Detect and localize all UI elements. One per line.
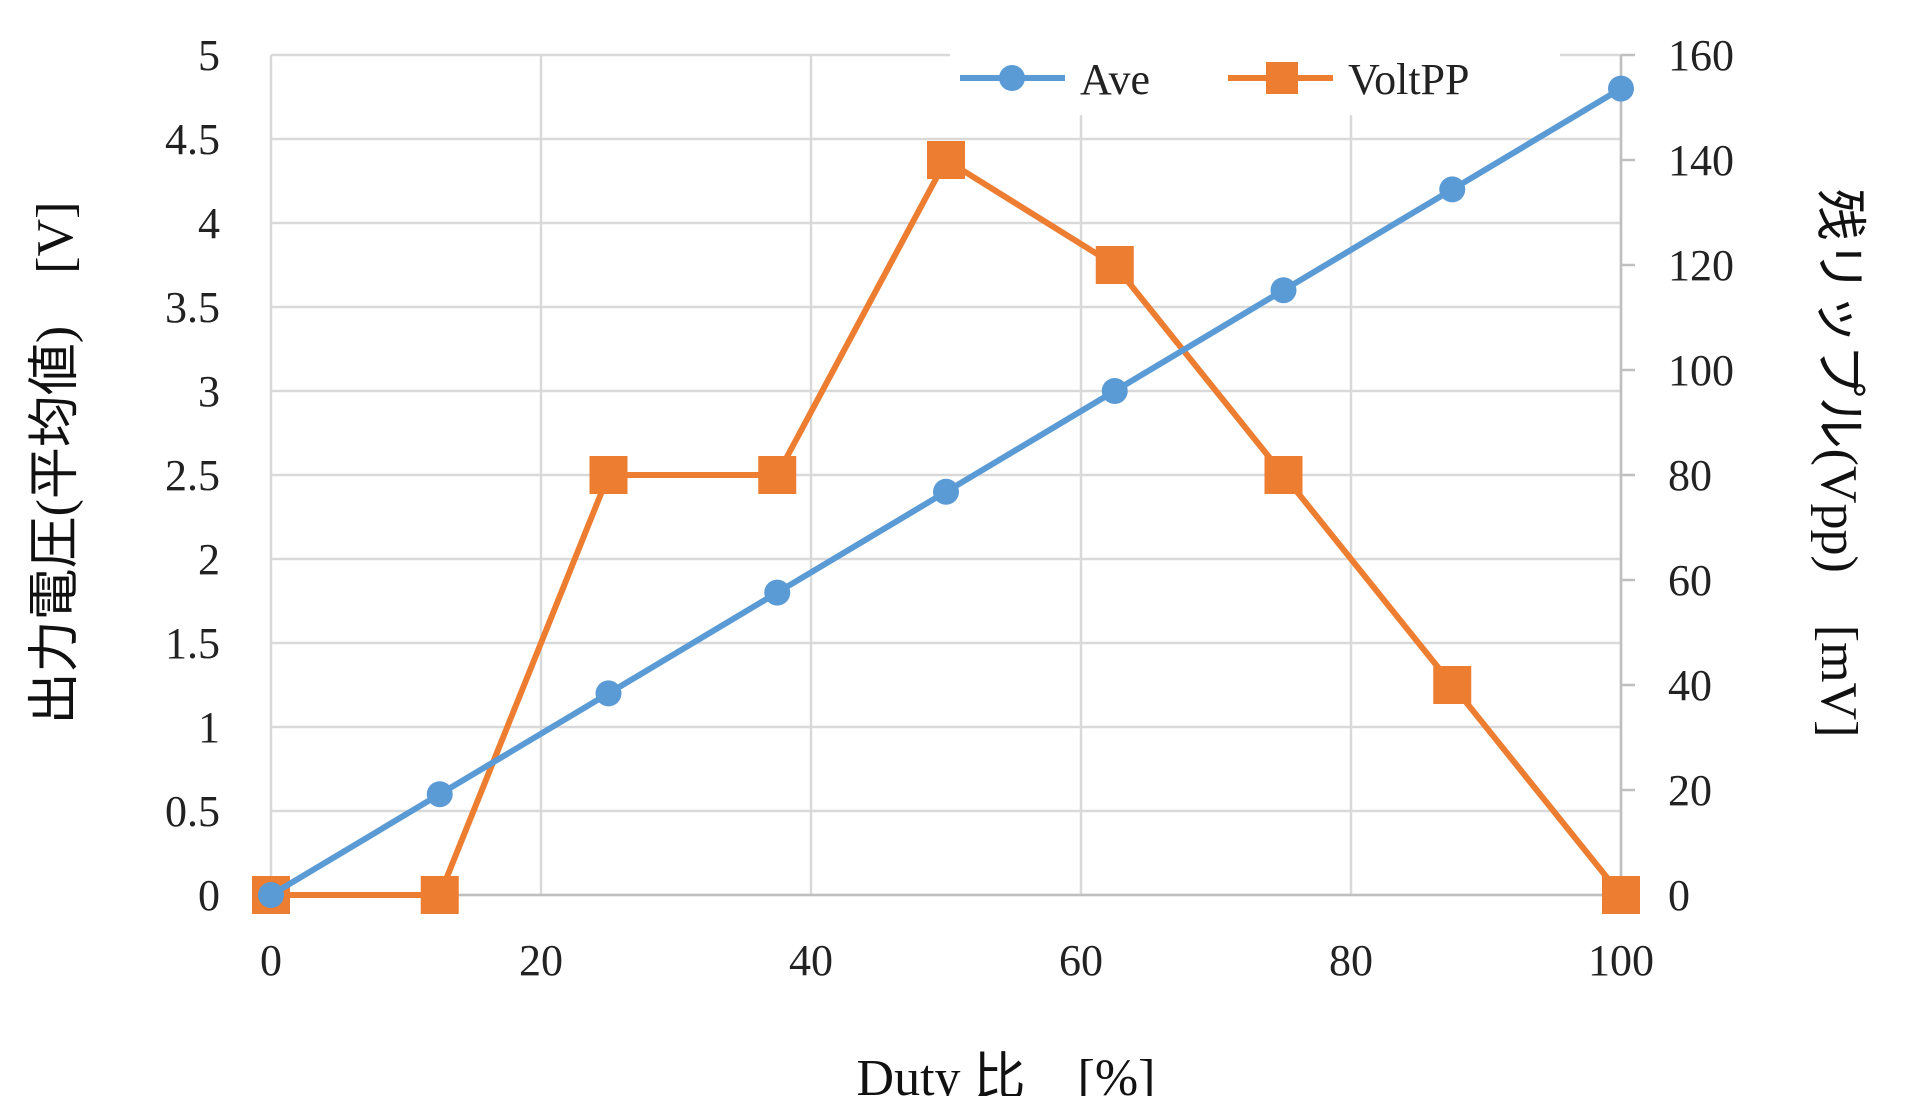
data-point bbox=[589, 456, 628, 494]
x-tick-label: 0 bbox=[260, 936, 282, 985]
legend-voltpp-marker bbox=[1266, 62, 1298, 94]
y-left-tick-label: 2 bbox=[198, 535, 220, 584]
data-point bbox=[927, 141, 965, 179]
y-right-tick-label: 120 bbox=[1668, 241, 1734, 290]
data-point bbox=[1608, 75, 1634, 102]
series-ave bbox=[258, 75, 1634, 908]
y-right-tick-label: 20 bbox=[1668, 766, 1712, 815]
y-right-tick-label: 60 bbox=[1668, 556, 1712, 605]
y-right-tick-label: 140 bbox=[1668, 136, 1734, 185]
tick-layer: 0 0.5 1 1.5 2 2.5 3 3.5 4 4.5 5 0 20 40 60 80 100 0 20 40 60… bbox=[165, 31, 1734, 985]
data-point bbox=[1101, 378, 1128, 404]
data-point bbox=[758, 456, 797, 494]
y-left-tick-label: 1 bbox=[198, 703, 220, 752]
x-tick-label: 20 bbox=[519, 936, 563, 985]
series-voltpp bbox=[252, 141, 1640, 914]
x-tick-label: 60 bbox=[1059, 936, 1103, 985]
grid bbox=[269, 53, 1623, 897]
x-axis-title: Duty 比 [%] bbox=[857, 1050, 1156, 1096]
y-left-tick-label: 0 bbox=[198, 871, 220, 920]
data-point bbox=[1602, 876, 1640, 914]
data-point bbox=[1270, 277, 1297, 304]
y-left-tick-label: 2.5 bbox=[165, 451, 220, 500]
y-left-tick-label: 4.5 bbox=[165, 115, 220, 164]
y-right-tick-label: 0 bbox=[1668, 871, 1690, 920]
series-layer bbox=[252, 75, 1640, 914]
data-point bbox=[1095, 246, 1134, 284]
legend-ave-marker bbox=[999, 65, 1025, 91]
y-right-tick-label: 100 bbox=[1668, 346, 1734, 395]
data-point bbox=[426, 781, 453, 808]
legend-ave-label: Ave bbox=[1080, 55, 1150, 104]
data-point bbox=[764, 579, 791, 606]
legend: Ave VoltPP bbox=[950, 40, 1560, 115]
x-tick-label: 100 bbox=[1588, 936, 1654, 985]
axes bbox=[271, 53, 1635, 897]
data-point bbox=[595, 680, 622, 707]
data-point bbox=[420, 876, 459, 914]
y-right-tick-label: 80 bbox=[1668, 451, 1712, 500]
y-left-tick-label: 0.5 bbox=[165, 787, 220, 836]
y-right-tick-label: 160 bbox=[1668, 31, 1734, 80]
x-tick-label: 40 bbox=[789, 936, 833, 985]
y-left-tick-label: 4 bbox=[198, 199, 220, 248]
data-point bbox=[1433, 666, 1472, 704]
data-point bbox=[1439, 176, 1466, 203]
y-axis-right-title: 残リップル(Vpp) [mV] bbox=[1810, 189, 1867, 738]
series-line bbox=[271, 157, 1624, 898]
y-axis-left-title: 出力電圧(平均値) [V] bbox=[27, 202, 84, 725]
y-left-tick-label: 3 bbox=[198, 367, 220, 416]
data-point bbox=[933, 478, 959, 505]
y-left-tick-label: 1.5 bbox=[165, 619, 220, 668]
data-point bbox=[1264, 456, 1303, 494]
y-left-tick-label: 5 bbox=[198, 31, 220, 80]
x-tick-label: 80 bbox=[1329, 936, 1373, 985]
legend-voltpp-label: VoltPP bbox=[1348, 55, 1470, 104]
data-point bbox=[258, 882, 284, 908]
y-right-tick-label: 40 bbox=[1668, 661, 1712, 710]
y-left-tick-label: 3.5 bbox=[165, 283, 220, 332]
